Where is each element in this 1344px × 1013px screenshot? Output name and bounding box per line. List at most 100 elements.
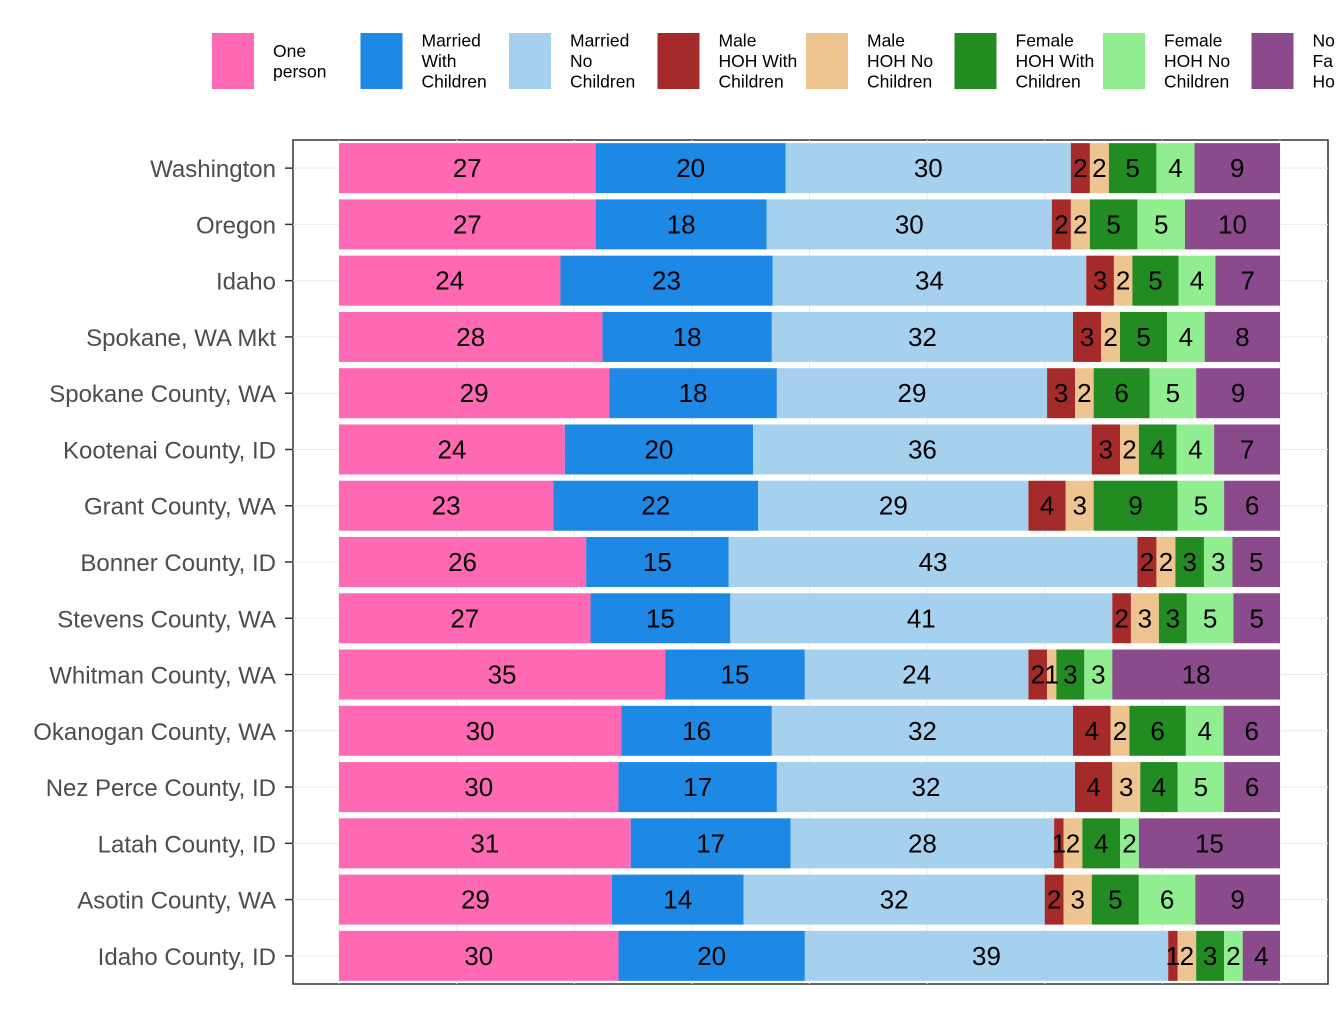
y-tick-label: Latah County, ID	[98, 831, 276, 858]
y-tick-label: Spokane County, WA	[49, 381, 276, 408]
legend-label: Married With Children	[422, 31, 487, 92]
data-label: 3	[1070, 885, 1084, 915]
data-label: 18	[673, 322, 702, 352]
data-label: 4	[1188, 434, 1202, 464]
data-label: 32	[911, 772, 940, 802]
data-label: 2	[1103, 322, 1117, 352]
data-label: 26	[448, 547, 477, 577]
bar-segment-one-person-grant-county-wa	[339, 480, 554, 531]
data-label: 9	[1230, 153, 1244, 183]
y-tick-label: Bonner County, ID	[80, 550, 276, 577]
data-label: 2	[1159, 547, 1173, 577]
bar-segment-one-person-spokane-wa-mkt	[339, 311, 603, 362]
data-label: 32	[908, 322, 937, 352]
data-label: 14	[663, 885, 692, 915]
data-label: 15	[643, 547, 672, 577]
data-label: 27	[450, 603, 479, 633]
bar-segment-female-hoh-no-children-asotin-county-wa	[1138, 874, 1196, 925]
bar-segment-female-hoh-no-children-idaho	[1178, 255, 1216, 306]
data-label: 4	[1086, 772, 1100, 802]
data-label: 18	[679, 378, 708, 408]
data-label: 30	[914, 153, 943, 183]
bar-segment-married-no-children-oregon	[766, 199, 1052, 250]
data-label: 30	[464, 772, 493, 802]
data-label: 28	[456, 322, 485, 352]
data-label: 1	[1045, 660, 1059, 690]
data-label: 17	[696, 828, 725, 858]
data-label: 24	[437, 434, 466, 464]
data-label: 3	[1182, 547, 1196, 577]
data-label: 2	[1077, 378, 1091, 408]
bar-segment-female-hoh-no-children-washington	[1156, 143, 1195, 194]
bar-segment-married-with-children-spokane-wa-mkt	[602, 311, 772, 362]
data-label: 4	[1197, 716, 1211, 746]
data-label: 16	[682, 716, 711, 746]
bar-segment-one-person-asotin-county-wa	[339, 874, 612, 925]
data-label: 3	[1091, 660, 1105, 690]
bar-segment-married-no-children-idaho-county-id	[804, 930, 1169, 981]
data-label: 3	[1063, 660, 1077, 690]
bar-segment-female-hoh-with-children-asotin-county-wa	[1091, 874, 1139, 925]
legend-label: Female HOH No Children	[1164, 31, 1230, 92]
bar-segment-female-hoh-with-children-oregon	[1089, 199, 1138, 250]
data-label: 2	[1054, 209, 1068, 239]
data-label: 2	[1092, 153, 1106, 183]
data-label: 2	[1140, 547, 1154, 577]
data-label: 9	[1128, 491, 1142, 521]
bar-segment-female-hoh-no-children-idaho-county-id	[1224, 930, 1243, 981]
data-label: 2	[1226, 941, 1240, 971]
bar-segment-female-hoh-with-children-stevens-county-wa	[1158, 593, 1187, 644]
data-label: 3	[1166, 603, 1180, 633]
data-label: 3	[1054, 378, 1068, 408]
bar-segment-male-hoh-no-children-stevens-county-wa	[1130, 593, 1159, 644]
data-label: 2	[1114, 603, 1128, 633]
data-label: 2	[1113, 716, 1127, 746]
legend-key-one-person	[212, 33, 254, 89]
bar-segment-female-hoh-with-children-idaho	[1132, 255, 1179, 306]
legend-key-married-with-children	[360, 33, 403, 89]
bar-segment-married-no-children-idaho	[772, 255, 1087, 306]
data-label: 5	[1106, 209, 1120, 239]
bar-segment-male-hoh-no-children-washington	[1089, 143, 1109, 194]
data-label: 23	[432, 491, 461, 521]
data-label: 30	[464, 941, 493, 971]
bar-segment-female-hoh-with-children-nez-perce-county-id	[1140, 762, 1178, 813]
bar-segment-married-no-children-kootenai-county-id	[753, 424, 1092, 475]
data-label: 15	[646, 603, 675, 633]
data-label: 4	[1254, 941, 1268, 971]
bar-segment-female-hoh-no-children-grant-county-wa	[1177, 480, 1225, 531]
bar-segment-female-hoh-no-children-kootenai-county-id	[1176, 424, 1215, 475]
y-tick-label: Idaho County, ID	[98, 944, 276, 971]
bar-segment-one-person-oregon	[339, 199, 596, 250]
data-label: 4	[1190, 266, 1204, 296]
bar-segment-one-person-spokane-county-wa	[339, 368, 610, 419]
data-label: 6	[1245, 772, 1259, 802]
bar-segment-male-hoh-no-children-oregon	[1070, 199, 1090, 250]
bar-segment-male-hoh-no-children-whitman-county-wa	[1047, 649, 1057, 700]
bar-segment-one-person-nez-perce-county-id	[339, 762, 619, 813]
bar-segment-female-hoh-no-children-bonner-county-id	[1203, 537, 1233, 587]
data-label: 32	[880, 885, 909, 915]
bars	[339, 143, 1280, 981]
data-label: 18	[1182, 660, 1211, 690]
y-tick-label: Spokane, WA Mkt	[86, 325, 276, 352]
data-label: 5	[1148, 266, 1162, 296]
data-label: 2	[1180, 941, 1194, 971]
bar-segment-non-family-households-bonner-county-id	[1232, 537, 1280, 587]
bar-segment-male-hoh-with-children-grant-county-wa	[1028, 480, 1066, 531]
bar-segment-female-hoh-no-children-nez-perce-county-id	[1177, 762, 1225, 813]
bar-segment-married-with-children-grant-county-wa	[553, 480, 759, 531]
data-label: 2	[1122, 434, 1136, 464]
y-tick-label: Idaho	[216, 269, 276, 296]
bar-segment-male-hoh-with-children-latah-county-id	[1054, 818, 1064, 869]
bar-segment-married-with-children-okanogan-county-wa	[621, 705, 772, 756]
data-label: 18	[667, 209, 696, 239]
bar-segment-married-no-children-spokane-county-wa	[776, 368, 1048, 419]
bar-segment-married-with-children-oregon	[595, 199, 767, 250]
bar-segment-male-hoh-with-children-spokane-wa-mkt	[1072, 311, 1102, 362]
data-label: 3	[1119, 772, 1133, 802]
data-label: 9	[1230, 885, 1244, 915]
data-label: 3	[1093, 266, 1107, 296]
data-label: 17	[683, 772, 712, 802]
